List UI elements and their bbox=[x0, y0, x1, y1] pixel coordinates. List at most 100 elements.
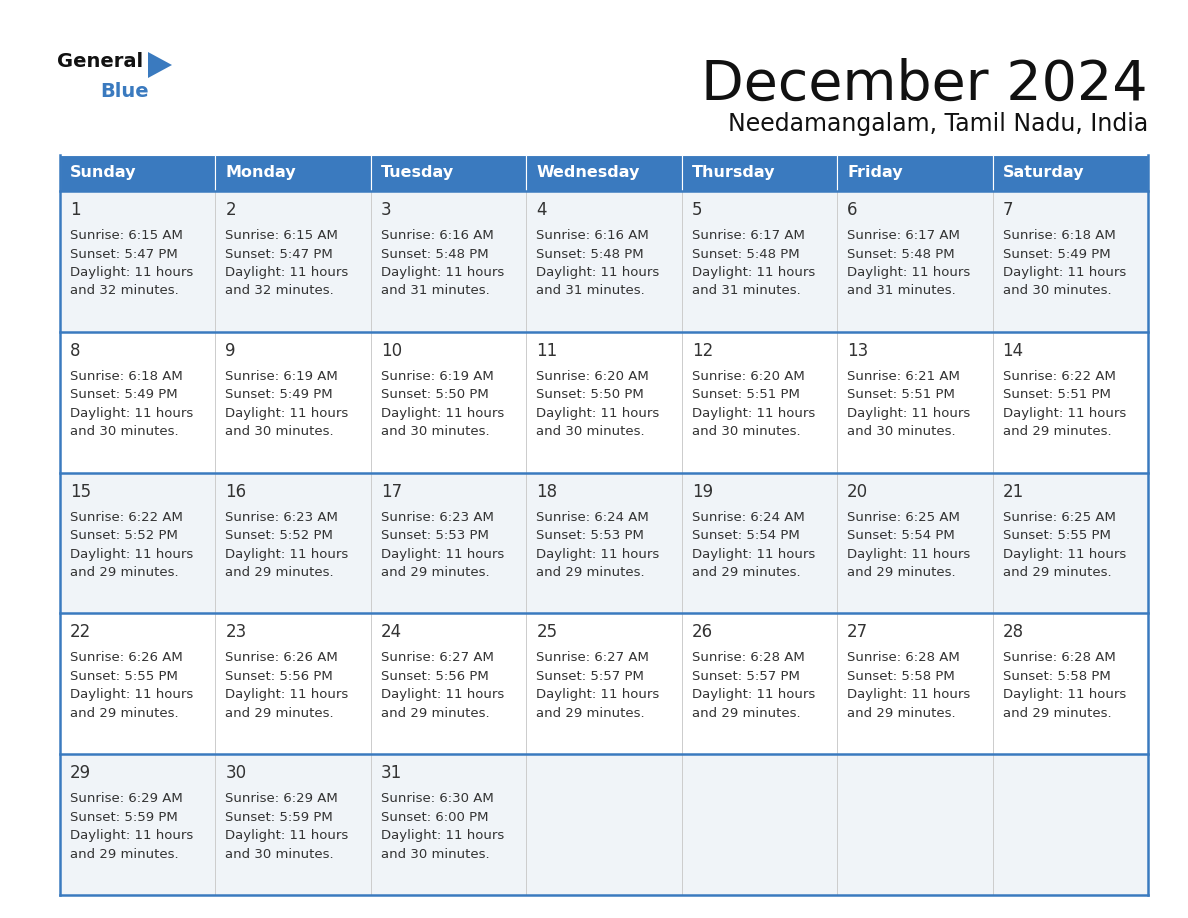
FancyBboxPatch shape bbox=[371, 755, 526, 895]
Text: Sunset: 5:47 PM: Sunset: 5:47 PM bbox=[226, 248, 333, 261]
Text: and 32 minutes.: and 32 minutes. bbox=[70, 285, 178, 297]
Text: Sunrise: 6:15 AM: Sunrise: 6:15 AM bbox=[70, 229, 183, 242]
Text: 25: 25 bbox=[536, 623, 557, 642]
Text: 27: 27 bbox=[847, 623, 868, 642]
Text: Sunrise: 6:22 AM: Sunrise: 6:22 AM bbox=[70, 510, 183, 523]
FancyBboxPatch shape bbox=[215, 473, 371, 613]
Text: Sunrise: 6:29 AM: Sunrise: 6:29 AM bbox=[226, 792, 339, 805]
Text: 6: 6 bbox=[847, 201, 858, 219]
Text: Sunrise: 6:25 AM: Sunrise: 6:25 AM bbox=[847, 510, 960, 523]
Text: and 30 minutes.: and 30 minutes. bbox=[381, 425, 489, 438]
Text: Sunrise: 6:25 AM: Sunrise: 6:25 AM bbox=[1003, 510, 1116, 523]
FancyBboxPatch shape bbox=[682, 331, 838, 473]
Text: 24: 24 bbox=[381, 623, 402, 642]
Text: Daylight: 11 hours: Daylight: 11 hours bbox=[381, 688, 504, 701]
FancyBboxPatch shape bbox=[215, 331, 371, 473]
FancyBboxPatch shape bbox=[992, 613, 1148, 755]
Text: Sunset: 5:51 PM: Sunset: 5:51 PM bbox=[691, 388, 800, 401]
Text: Sunrise: 6:22 AM: Sunrise: 6:22 AM bbox=[1003, 370, 1116, 383]
Text: and 29 minutes.: and 29 minutes. bbox=[536, 707, 645, 720]
Text: 2: 2 bbox=[226, 201, 236, 219]
FancyBboxPatch shape bbox=[526, 155, 682, 191]
Text: and 29 minutes.: and 29 minutes. bbox=[70, 566, 178, 579]
Text: and 32 minutes.: and 32 minutes. bbox=[226, 285, 334, 297]
Text: Sunset: 5:55 PM: Sunset: 5:55 PM bbox=[70, 670, 178, 683]
Text: and 29 minutes.: and 29 minutes. bbox=[70, 847, 178, 861]
Text: Sunset: 5:57 PM: Sunset: 5:57 PM bbox=[691, 670, 800, 683]
Text: Daylight: 11 hours: Daylight: 11 hours bbox=[381, 266, 504, 279]
Text: Sunset: 5:50 PM: Sunset: 5:50 PM bbox=[536, 388, 644, 401]
Text: Daylight: 11 hours: Daylight: 11 hours bbox=[847, 548, 971, 561]
Text: Daylight: 11 hours: Daylight: 11 hours bbox=[70, 688, 194, 701]
Text: Needamangalam, Tamil Nadu, India: Needamangalam, Tamil Nadu, India bbox=[728, 112, 1148, 136]
Text: Thursday: Thursday bbox=[691, 165, 776, 181]
Text: Daylight: 11 hours: Daylight: 11 hours bbox=[536, 548, 659, 561]
Text: and 30 minutes.: and 30 minutes. bbox=[847, 425, 956, 438]
Text: and 29 minutes.: and 29 minutes. bbox=[70, 707, 178, 720]
Text: 19: 19 bbox=[691, 483, 713, 500]
FancyBboxPatch shape bbox=[838, 473, 992, 613]
FancyBboxPatch shape bbox=[215, 155, 371, 191]
Text: 18: 18 bbox=[536, 483, 557, 500]
Text: and 30 minutes.: and 30 minutes. bbox=[1003, 285, 1111, 297]
Text: 28: 28 bbox=[1003, 623, 1024, 642]
Text: Sunrise: 6:23 AM: Sunrise: 6:23 AM bbox=[381, 510, 494, 523]
Text: and 29 minutes.: and 29 minutes. bbox=[226, 566, 334, 579]
Text: 31: 31 bbox=[381, 764, 402, 782]
Text: 5: 5 bbox=[691, 201, 702, 219]
Text: and 31 minutes.: and 31 minutes. bbox=[847, 285, 956, 297]
Text: Sunset: 6:00 PM: Sunset: 6:00 PM bbox=[381, 811, 488, 823]
Text: Sunset: 5:52 PM: Sunset: 5:52 PM bbox=[70, 529, 178, 543]
Text: Sunset: 5:57 PM: Sunset: 5:57 PM bbox=[536, 670, 644, 683]
Text: Sunrise: 6:19 AM: Sunrise: 6:19 AM bbox=[226, 370, 339, 383]
Text: Sunrise: 6:19 AM: Sunrise: 6:19 AM bbox=[381, 370, 493, 383]
Text: Sunset: 5:55 PM: Sunset: 5:55 PM bbox=[1003, 529, 1111, 543]
Text: Sunrise: 6:28 AM: Sunrise: 6:28 AM bbox=[691, 652, 804, 665]
FancyBboxPatch shape bbox=[61, 155, 215, 191]
FancyBboxPatch shape bbox=[992, 473, 1148, 613]
Text: Monday: Monday bbox=[226, 165, 296, 181]
Text: Sunset: 5:48 PM: Sunset: 5:48 PM bbox=[536, 248, 644, 261]
Text: 11: 11 bbox=[536, 341, 557, 360]
Text: Daylight: 11 hours: Daylight: 11 hours bbox=[226, 548, 349, 561]
Text: Sunrise: 6:17 AM: Sunrise: 6:17 AM bbox=[691, 229, 804, 242]
Text: 17: 17 bbox=[381, 483, 402, 500]
Text: and 29 minutes.: and 29 minutes. bbox=[847, 707, 956, 720]
FancyBboxPatch shape bbox=[371, 613, 526, 755]
Text: Sunset: 5:56 PM: Sunset: 5:56 PM bbox=[226, 670, 333, 683]
FancyBboxPatch shape bbox=[371, 155, 526, 191]
Text: 26: 26 bbox=[691, 623, 713, 642]
Text: Sunrise: 6:24 AM: Sunrise: 6:24 AM bbox=[691, 510, 804, 523]
FancyBboxPatch shape bbox=[526, 755, 682, 895]
Text: Sunset: 5:48 PM: Sunset: 5:48 PM bbox=[381, 248, 488, 261]
FancyBboxPatch shape bbox=[682, 155, 838, 191]
Text: Daylight: 11 hours: Daylight: 11 hours bbox=[70, 266, 194, 279]
Text: 20: 20 bbox=[847, 483, 868, 500]
Text: and 30 minutes.: and 30 minutes. bbox=[226, 847, 334, 861]
Text: 12: 12 bbox=[691, 341, 713, 360]
Text: Sunrise: 6:16 AM: Sunrise: 6:16 AM bbox=[536, 229, 649, 242]
FancyBboxPatch shape bbox=[682, 613, 838, 755]
Text: 14: 14 bbox=[1003, 341, 1024, 360]
Text: 29: 29 bbox=[70, 764, 91, 782]
Text: Sunset: 5:48 PM: Sunset: 5:48 PM bbox=[691, 248, 800, 261]
Text: Daylight: 11 hours: Daylight: 11 hours bbox=[1003, 266, 1126, 279]
Text: and 29 minutes.: and 29 minutes. bbox=[381, 707, 489, 720]
FancyBboxPatch shape bbox=[992, 331, 1148, 473]
Text: Sunrise: 6:20 AM: Sunrise: 6:20 AM bbox=[691, 370, 804, 383]
Text: Sunset: 5:53 PM: Sunset: 5:53 PM bbox=[381, 529, 488, 543]
Text: Daylight: 11 hours: Daylight: 11 hours bbox=[847, 407, 971, 420]
Text: Blue: Blue bbox=[100, 82, 148, 101]
Text: Saturday: Saturday bbox=[1003, 165, 1085, 181]
FancyBboxPatch shape bbox=[682, 755, 838, 895]
Text: Wednesday: Wednesday bbox=[536, 165, 639, 181]
Text: 23: 23 bbox=[226, 623, 247, 642]
Text: and 29 minutes.: and 29 minutes. bbox=[1003, 707, 1111, 720]
FancyBboxPatch shape bbox=[838, 755, 992, 895]
Text: Daylight: 11 hours: Daylight: 11 hours bbox=[226, 407, 349, 420]
Text: December 2024: December 2024 bbox=[701, 58, 1148, 112]
Text: Sunset: 5:48 PM: Sunset: 5:48 PM bbox=[847, 248, 955, 261]
FancyBboxPatch shape bbox=[838, 155, 992, 191]
Text: Sunrise: 6:15 AM: Sunrise: 6:15 AM bbox=[226, 229, 339, 242]
Text: and 31 minutes.: and 31 minutes. bbox=[536, 285, 645, 297]
